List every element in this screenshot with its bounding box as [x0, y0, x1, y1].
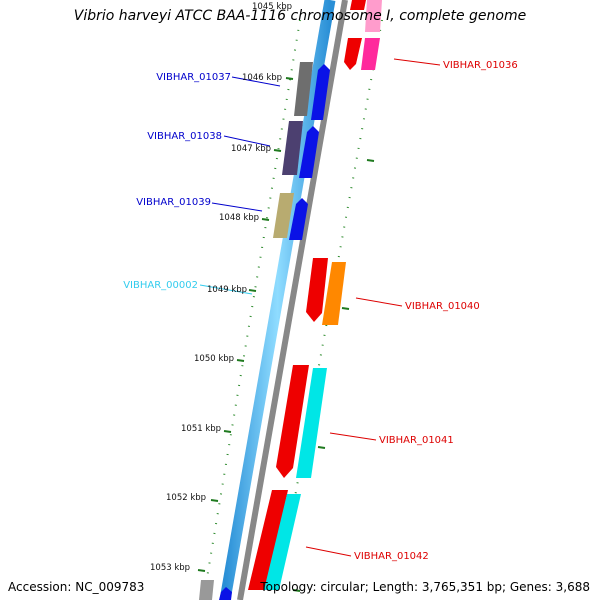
- gene-arrow-vibhar-01041-cyan[interactable]: [296, 368, 327, 478]
- gene-block-left-bottom[interactable]: [199, 580, 214, 600]
- tick-marks: [197, 77, 375, 592]
- tick-mark: [223, 430, 232, 433]
- leader-vibhar-01040: [355, 297, 403, 307]
- gene-label-vibhar-01042[interactable]: VIBHAR_01042: [354, 551, 429, 562]
- topology-label: Topology: circular; Length: 3,765,351 bp…: [260, 580, 590, 594]
- tick-label: 1048 kbp: [219, 213, 259, 223]
- gene-arrow-blue-1: [311, 64, 330, 120]
- tick-mark: [210, 499, 219, 502]
- gene-arrow-vibhar-01036-red[interactable]: [344, 38, 362, 70]
- tick-mark: [366, 159, 375, 162]
- gene-arrow-blue-2: [299, 126, 319, 178]
- leader-vibhar-01036: [393, 58, 441, 66]
- gene-label-vibhar-01040[interactable]: VIBHAR_01040: [405, 301, 480, 312]
- tick-mark: [236, 359, 245, 362]
- gene-arrow-blue-4: [219, 587, 232, 600]
- label-leaders: [199, 58, 441, 557]
- gene-label-vibhar-01039[interactable]: VIBHAR_01039: [136, 197, 211, 208]
- gene-arrow-vibhar-01042-cyan[interactable]: [264, 494, 301, 590]
- gene-label-vibhar-00002[interactable]: VIBHAR_00002: [123, 280, 198, 291]
- tick-label: 1049 kbp: [207, 285, 247, 295]
- gene-arrow-blue-3: [289, 198, 308, 240]
- gene-arrow-top-red[interactable]: [350, 0, 366, 10]
- accession-label: Accession: NC_009783: [8, 580, 145, 594]
- tick-mark: [248, 289, 257, 292]
- tick-label: 1052 kbp: [166, 493, 206, 503]
- tick-label: 1046 kbp: [242, 73, 282, 83]
- tick-mark: [292, 589, 301, 592]
- leader-vibhar-01042: [305, 546, 352, 557]
- gene-arrow-top-pink[interactable]: [365, 0, 382, 32]
- tick-mark: [273, 149, 282, 152]
- gene-arrow-vibhar-01042-red[interactable]: [248, 490, 288, 590]
- leader-vibhar-01041: [329, 432, 377, 441]
- map-title: Vibrio harveyi ATCC BAA-1116 chromosome …: [73, 8, 527, 24]
- gene-label-vibhar-01036[interactable]: VIBHAR_01036: [443, 60, 518, 71]
- gene-label-vibhar-01038[interactable]: VIBHAR_01038: [147, 131, 222, 142]
- tick-label: 1047 kbp: [231, 144, 271, 154]
- gene-block-vibhar-01037[interactable]: [294, 62, 313, 116]
- gene-label-vibhar-01041[interactable]: VIBHAR_01041: [379, 435, 454, 446]
- tick-mark: [285, 77, 294, 80]
- leader-vibhar-01039: [211, 202, 263, 212]
- gene-arrow-vibhar-01041-red[interactable]: [276, 365, 309, 478]
- tick-mark: [261, 218, 270, 221]
- gene-block-vibhar-01039[interactable]: [273, 193, 294, 238]
- gene-arrow-vibhar-01036-pink[interactable]: [361, 38, 380, 70]
- leader-vibhar-00002: [199, 284, 253, 295]
- tick-mark: [341, 307, 350, 310]
- backbone-blue-track: [219, 0, 336, 600]
- gene-block-vibhar-01038[interactable]: [282, 121, 303, 175]
- gene-arrow-vibhar-01040-orange[interactable]: [322, 262, 346, 325]
- tick-label: 1050 kbp: [194, 354, 234, 364]
- backbone-gray-track: [237, 0, 348, 600]
- tick-label: 1051 kbp: [181, 424, 221, 434]
- gene-label-vibhar-01037[interactable]: VIBHAR_01037: [156, 72, 231, 83]
- tick-mark: [317, 446, 326, 449]
- tick-label: 1053 kbp: [150, 563, 190, 573]
- leader-vibhar-01038: [223, 135, 271, 147]
- gene-arrow-vibhar-01040-red[interactable]: [306, 258, 328, 322]
- leader-vibhar-01037: [231, 76, 281, 87]
- tick-label: 1045 kbp: [252, 2, 292, 12]
- tick-mark: [197, 569, 206, 572]
